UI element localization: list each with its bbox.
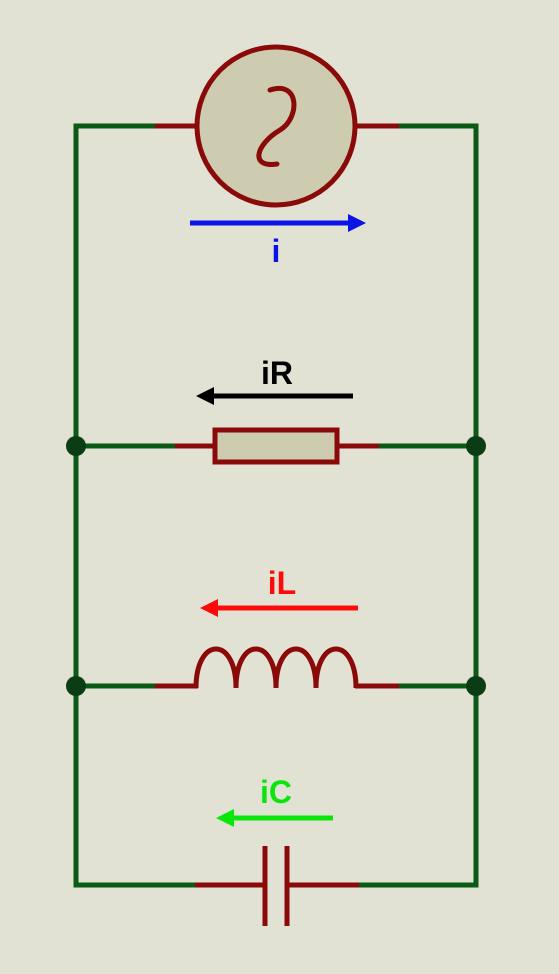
- capacitor-current-label: iC: [260, 774, 292, 810]
- inductor-icon: [155, 646, 399, 689]
- capacitor-current-arrow: [216, 809, 333, 827]
- source-current-arrow: [190, 214, 366, 232]
- junction-node: [466, 676, 486, 696]
- source-current-label: i: [272, 233, 281, 269]
- resistor-icon: [175, 427, 379, 465]
- junction-nodes: [66, 436, 486, 696]
- resistor-current-arrow: [196, 387, 353, 405]
- junction-node: [466, 436, 486, 456]
- ac-voltage-source-icon: [155, 44, 399, 208]
- junction-node: [66, 436, 86, 456]
- inductor-current-arrow: [200, 599, 358, 617]
- wires: [73, 123, 479, 888]
- resistor-current-label: iR: [261, 355, 293, 391]
- inductor-current-label: iL: [268, 565, 296, 601]
- capacitor-icon: [195, 846, 359, 926]
- junction-node: [66, 676, 86, 696]
